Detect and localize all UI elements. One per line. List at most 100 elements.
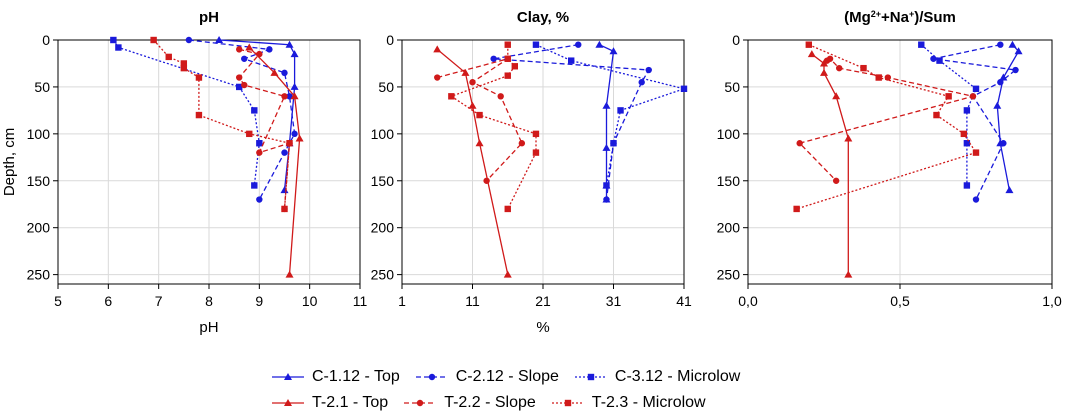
series-6 — [150, 36, 293, 213]
data-point — [933, 111, 940, 119]
data-point — [185, 36, 193, 44]
legend-row-2: T-2.1 - Top T-2.2 - Slope T-2.3 - Microl… — [270, 390, 830, 416]
data-point — [476, 111, 483, 119]
series-line — [996, 44, 1020, 191]
series-3 — [532, 41, 688, 189]
data-point — [236, 74, 243, 81]
legend-item-c312: C-3.12 - Microlow — [573, 368, 740, 386]
data-point — [997, 41, 1004, 48]
y-tick-label: 250 — [371, 267, 395, 283]
series-6 — [793, 41, 980, 213]
legend-marker — [564, 399, 571, 407]
data-point — [820, 68, 828, 76]
series-3 — [918, 41, 980, 189]
data-point — [285, 40, 294, 48]
series-line — [188, 39, 296, 200]
data-point — [575, 41, 582, 48]
data-point — [963, 107, 971, 114]
legend-key-t21 — [272, 399, 304, 406]
data-point — [251, 107, 258, 114]
data-point — [826, 55, 834, 62]
legend-key-t23 — [551, 399, 584, 407]
data-point — [290, 92, 299, 100]
data-point — [610, 140, 617, 147]
data-point — [215, 36, 224, 43]
data-point — [490, 55, 497, 62]
data-point — [1014, 47, 1023, 55]
legend-marker — [284, 373, 292, 380]
data-point — [844, 270, 853, 278]
y-tick-label: 50 — [724, 79, 740, 95]
data-point — [115, 44, 122, 51]
x-tick-label: 1,0 — [1042, 293, 1062, 309]
data-point — [836, 64, 843, 72]
data-point — [603, 196, 610, 203]
series-line — [248, 47, 301, 275]
data-point — [291, 130, 298, 138]
series-5 — [796, 55, 977, 184]
series-1 — [215, 36, 299, 194]
series-4 — [433, 45, 512, 278]
panel-title: Clay, % — [517, 9, 569, 26]
data-point — [241, 55, 248, 62]
panel-title: (Mg2++Na+)/Sum — [844, 9, 956, 26]
series-line — [933, 44, 1018, 200]
data-point — [504, 41, 511, 48]
data-point — [796, 140, 803, 147]
series-3 — [110, 36, 263, 189]
y-tick-label: 200 — [717, 220, 741, 236]
data-point — [150, 36, 157, 44]
y-tick-label: 0 — [386, 32, 394, 48]
legend-label: T-2.1 - Top — [312, 394, 389, 411]
y-tick-label: 250 — [27, 267, 51, 283]
series-1 — [595, 40, 618, 203]
data-point — [993, 101, 1002, 109]
data-point — [290, 82, 299, 90]
legend-label: C-2.12 - Slope — [455, 368, 559, 385]
data-point — [963, 140, 971, 147]
x-tick-label: 8 — [205, 293, 213, 309]
data-point — [475, 139, 484, 147]
data-point — [930, 55, 937, 62]
legend-item-c212: C-2.12 - Slope — [414, 368, 559, 386]
data-point — [504, 72, 511, 79]
series-line — [535, 44, 687, 186]
y-tick-label: 0 — [732, 32, 740, 48]
data-point — [236, 83, 243, 91]
legend-key-c112 — [272, 373, 304, 380]
data-point — [532, 149, 540, 156]
legend-marker — [428, 373, 435, 381]
x-tick-label: 10 — [302, 293, 318, 309]
data-point — [245, 43, 254, 51]
legend-marker — [284, 399, 292, 406]
data-point — [251, 182, 258, 189]
series-2 — [930, 41, 1019, 203]
data-point — [532, 130, 540, 138]
data-point — [511, 63, 518, 70]
data-point — [256, 50, 263, 58]
data-point — [236, 46, 243, 53]
series-line — [437, 58, 523, 182]
data-point — [945, 93, 952, 100]
y-tick-label: 200 — [371, 220, 395, 236]
data-point — [461, 68, 470, 76]
legend-key-t22 — [404, 399, 437, 407]
data-point — [256, 140, 263, 147]
data-point — [246, 130, 253, 138]
data-point — [280, 186, 289, 194]
y-tick-label: 50 — [34, 79, 50, 95]
data-point — [469, 79, 476, 86]
data-point — [483, 177, 490, 184]
data-point — [195, 74, 203, 81]
legend-item-t21: T-2.1 - Top — [270, 394, 388, 412]
data-point — [1008, 40, 1017, 48]
legend: C-1.12 - Top C-2.12 - Slope C-3.12 - Mic… — [270, 364, 830, 416]
data-point — [1012, 66, 1019, 74]
data-point — [518, 140, 526, 147]
data-point — [448, 93, 455, 100]
data-point — [936, 57, 943, 64]
data-point — [504, 55, 511, 62]
x-tick-label: 31 — [606, 293, 622, 309]
data-point — [807, 50, 816, 58]
data-point — [820, 59, 828, 67]
